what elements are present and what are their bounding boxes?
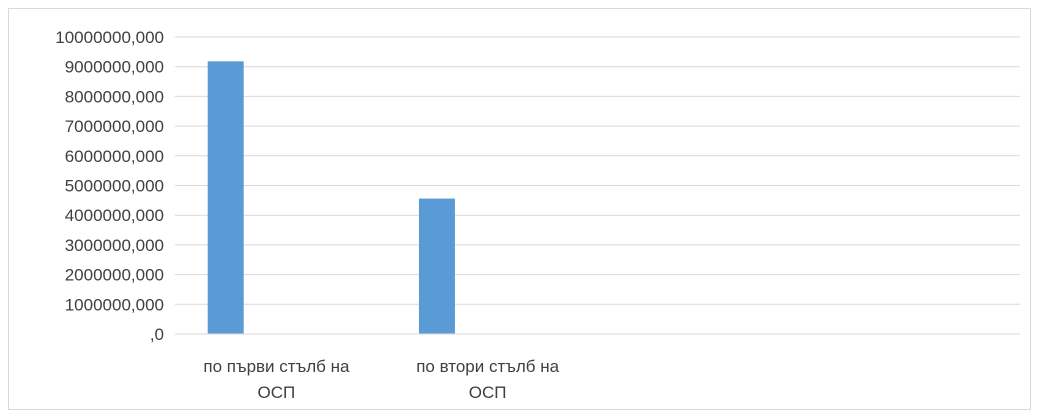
y-tick-label: 10000000,000 <box>55 28 164 47</box>
y-tick-label: 7000000,000 <box>65 117 164 136</box>
y-tick-label: 8000000,000 <box>65 87 164 106</box>
chart-frame <box>8 8 1031 410</box>
y-tick-label: 1000000,000 <box>65 295 164 314</box>
x-category-label: по втори стълб на <box>416 357 559 376</box>
x-axis-category-labels: по първи стълб на ОСП по втори стълб на ОСП <box>203 357 559 402</box>
y-tick-label: ,0 <box>150 325 164 344</box>
y-axis-tick-labels: ,0 1000000,000 2000000,000 3000000,000 40000… <box>55 28 164 344</box>
y-tick-label: 3000000,000 <box>65 236 164 255</box>
y-tick-label: 5000000,000 <box>65 177 164 196</box>
x-category-label: ОСП <box>469 383 507 402</box>
y-tick-label: 2000000,000 <box>65 266 164 285</box>
bars <box>207 61 455 334</box>
gridlines <box>175 36 1020 305</box>
y-tick-label: 4000000,000 <box>65 206 164 225</box>
x-category-label: по първи стълб на <box>203 357 350 376</box>
x-category-label: ОСП <box>258 383 296 402</box>
bar <box>418 198 455 334</box>
bar <box>207 61 244 334</box>
y-tick-label: 6000000,000 <box>65 147 164 166</box>
y-tick-label: 9000000,000 <box>65 58 164 77</box>
